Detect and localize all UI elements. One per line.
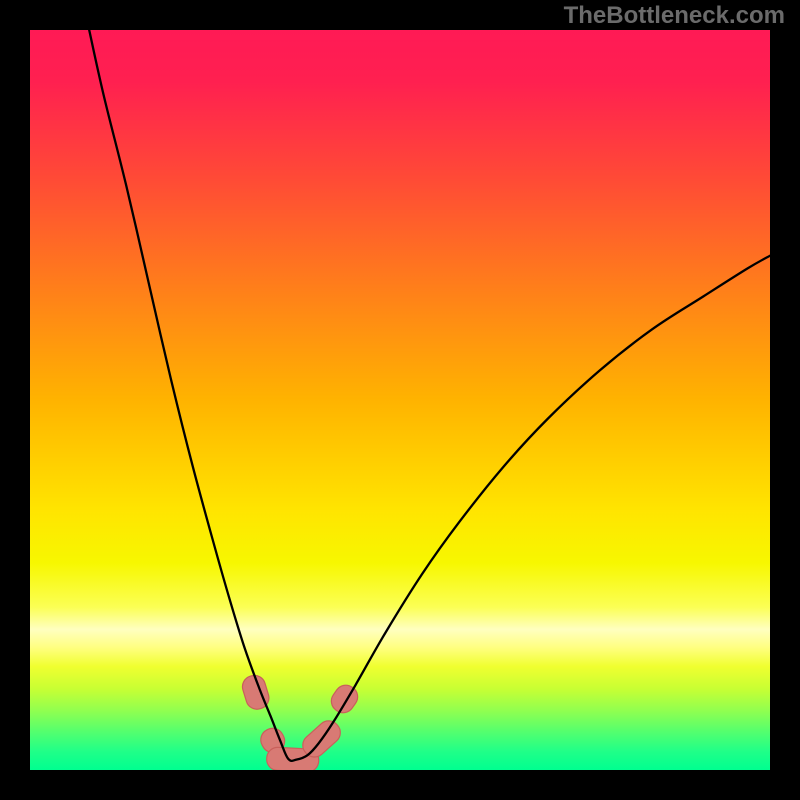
bottleneck-chart	[30, 30, 770, 770]
watermark-text: TheBottleneck.com	[564, 2, 785, 30]
chart-svg	[30, 30, 770, 770]
